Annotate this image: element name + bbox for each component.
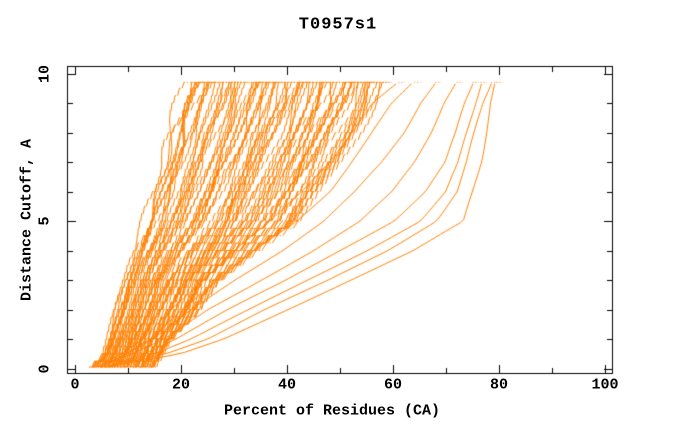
x-tick-label: 0: [70, 376, 80, 394]
chart-title: T0957s1: [298, 15, 378, 35]
x-tick-label: 100: [591, 376, 619, 394]
x-axis-label: Percent of Residues (CA): [223, 402, 441, 420]
x-tick-label: 60: [383, 376, 403, 394]
x-tick-label: 20: [171, 376, 191, 394]
x-tick-label: 40: [277, 376, 297, 394]
x-tick-label: 80: [489, 376, 509, 394]
y-tick-label: 0: [36, 363, 54, 374]
y-tick-label: 10: [36, 64, 54, 83]
y-axis-label: Distance Cutoff, A: [18, 138, 36, 302]
y-tick-label: 5: [36, 216, 54, 226]
